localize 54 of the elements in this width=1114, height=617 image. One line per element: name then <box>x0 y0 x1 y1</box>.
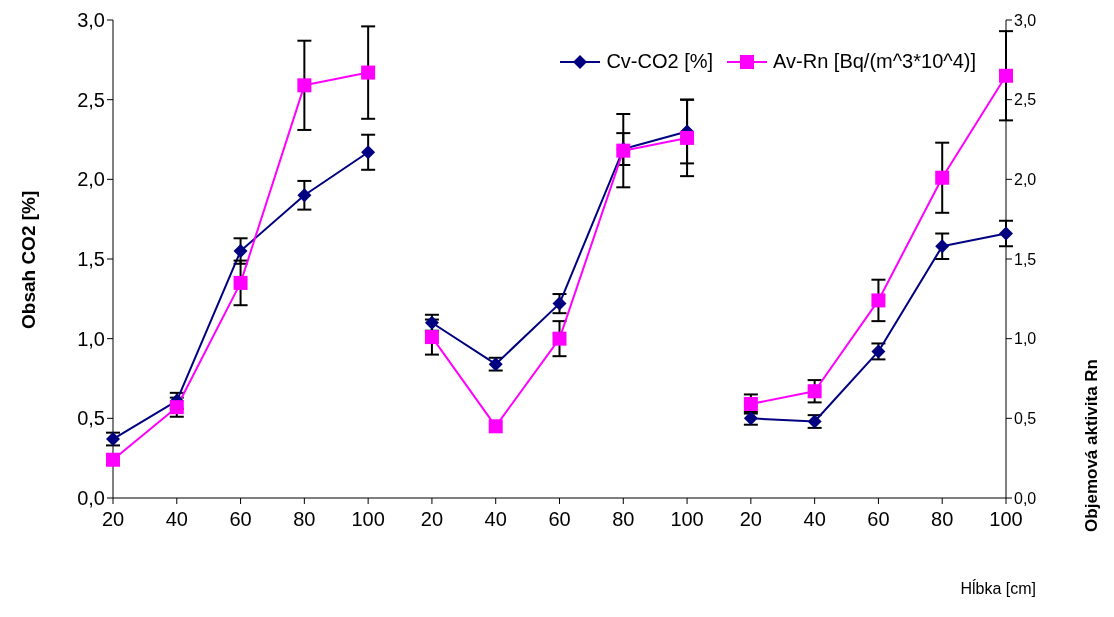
x-tick-label: 100 <box>670 508 704 531</box>
y-tick-label: 2,5 <box>77 88 105 111</box>
point <box>233 275 248 290</box>
x-tick-label: 20 <box>420 508 444 531</box>
point <box>106 432 120 447</box>
x-tick-label: 100 <box>989 508 1023 531</box>
legend-label: Cv-CO2 [%] <box>606 50 714 73</box>
point <box>552 331 567 346</box>
x-tick-label: 80 <box>931 508 954 531</box>
point <box>424 330 439 345</box>
point <box>552 296 567 311</box>
legend-label: Av-Rn [Bq/(m^3*10^4)] <box>773 50 976 73</box>
x-tick-label: 80 <box>612 508 635 531</box>
y2-tick-label: 1,0 <box>1014 330 1037 348</box>
x-axis-title: Hĺbka [cm] <box>960 580 1036 598</box>
point <box>297 188 312 203</box>
point <box>935 170 950 185</box>
y-tick-label: 0,0 <box>77 487 105 510</box>
point <box>935 239 950 254</box>
x-tick-label: 40 <box>165 508 188 531</box>
x-tick-label: 20 <box>739 508 762 531</box>
y2-tick-label: 2,0 <box>1014 171 1037 189</box>
y2-axis-title: Objemová aktivita Rn <box>1082 359 1102 532</box>
point <box>361 65 376 80</box>
point <box>488 419 503 434</box>
y2-tick-label: 1,5 <box>1014 250 1037 268</box>
y2-tick-label: 0,5 <box>1014 410 1037 428</box>
x-tick-label: 20 <box>101 508 125 531</box>
y2-tick-label: 3,0 <box>1014 11 1037 29</box>
point <box>999 68 1013 83</box>
y-axis-title: Obsah CO2 [%] <box>17 190 39 329</box>
y-tick-label: 1,0 <box>77 327 105 350</box>
x-tick-label: 40 <box>803 508 826 531</box>
y-tick-label: 3,0 <box>77 9 105 32</box>
x-tick-label: 100 <box>351 508 385 531</box>
y2-tick-label: 2,5 <box>1014 91 1037 109</box>
point <box>297 78 312 93</box>
point <box>106 452 120 467</box>
y-tick-label: 1,5 <box>77 248 105 271</box>
y-tick-label: 0,5 <box>77 407 105 430</box>
x-tick-label: 60 <box>867 508 890 531</box>
point <box>169 400 184 415</box>
point <box>680 130 695 145</box>
x-tick-label: 40 <box>484 508 507 531</box>
point <box>743 396 758 411</box>
point <box>871 293 886 308</box>
x-tick-label: 60 <box>229 508 252 531</box>
y-tick-label: 2,0 <box>77 168 105 191</box>
point <box>807 384 822 399</box>
y2-tick-label: 0,0 <box>1014 489 1037 507</box>
point <box>361 145 376 160</box>
point <box>999 226 1013 241</box>
x-tick-label: 80 <box>293 508 316 531</box>
x-tick-label: 60 <box>548 508 571 531</box>
